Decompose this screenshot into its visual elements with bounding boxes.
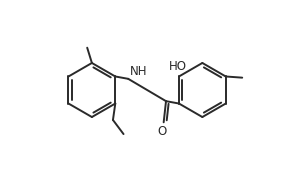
Text: O: O (158, 125, 167, 138)
Text: NH: NH (129, 65, 147, 78)
Text: HO: HO (169, 60, 187, 73)
